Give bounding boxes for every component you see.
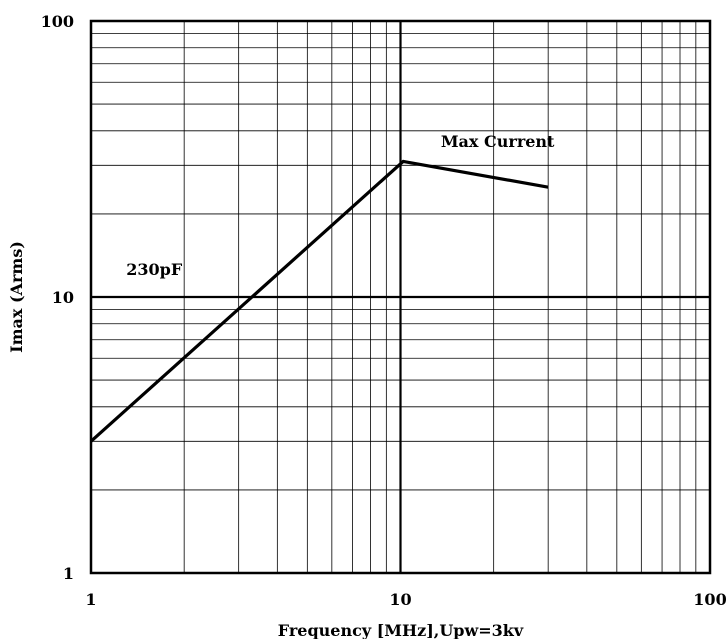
- annotation-label: Max Current: [441, 132, 555, 151]
- annotation-label: 230pF: [126, 260, 183, 279]
- x-tick-labels: 1 10 100: [85, 590, 726, 609]
- y-tick-label: 1: [63, 564, 74, 583]
- grid-major: [91, 21, 710, 573]
- x-tick-label: 1: [85, 590, 96, 609]
- x-tick-label: 100: [693, 590, 726, 609]
- annotations: 230pF Max Current: [126, 132, 555, 279]
- series-line-0: [89, 159, 549, 443]
- x-tick-label: 10: [389, 590, 411, 609]
- y-tick-labels: 1 10 100: [41, 12, 74, 583]
- plot-frame: [89, 19, 712, 575]
- y-tick-label: 100: [41, 12, 74, 31]
- y-axis-label: Imax (Arms): [7, 241, 26, 353]
- x-axis-label: Frequency [MHz],Upw=3kv: [278, 621, 524, 639]
- series-layer: [89, 159, 549, 443]
- y-tick-label: 10: [52, 288, 74, 307]
